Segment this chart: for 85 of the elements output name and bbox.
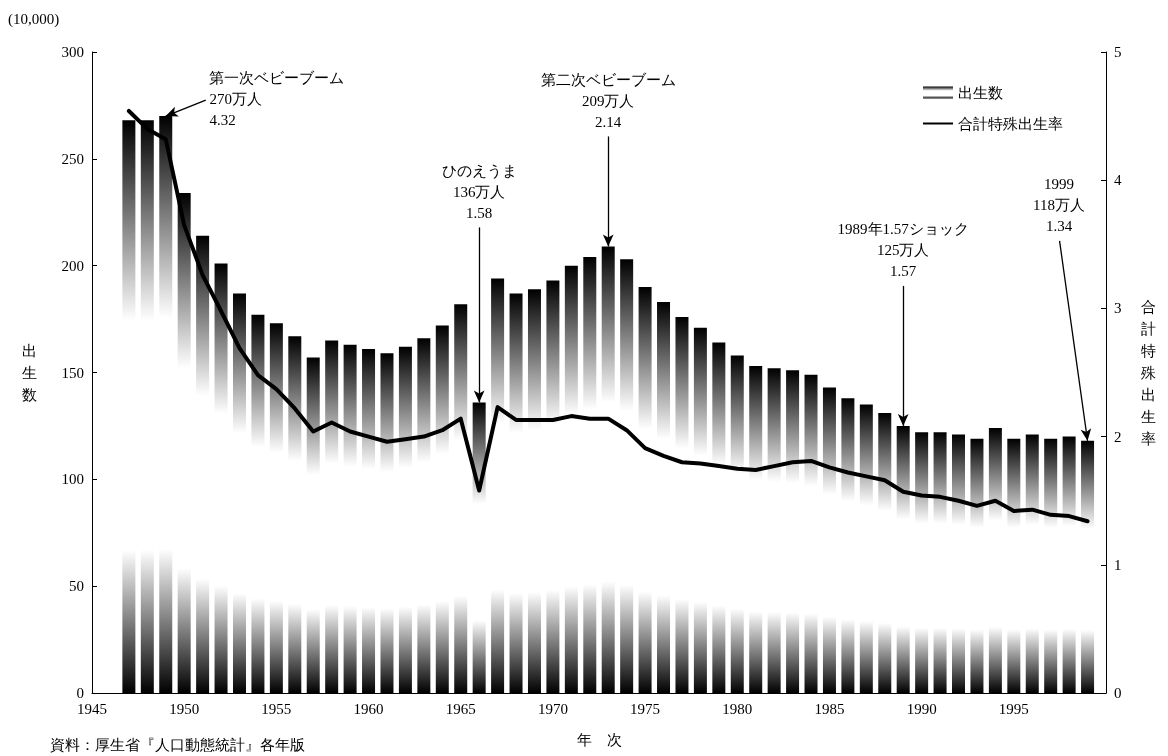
y-tick-label: 0 (76, 685, 84, 701)
bar (878, 413, 892, 693)
x-tick-label: 1995 (998, 700, 1029, 717)
x-tick-label: 1990 (906, 700, 937, 717)
bar (822, 387, 836, 693)
bar (122, 120, 136, 693)
bar (933, 432, 947, 693)
bar (306, 357, 320, 693)
bar (915, 432, 929, 693)
bar (859, 404, 873, 693)
bar (196, 235, 210, 693)
bar (675, 316, 689, 693)
annotation: 第一次ベビーブーム 270万人 4.32 (209, 69, 345, 128)
bar (251, 314, 265, 693)
bar (970, 438, 984, 693)
bar (491, 278, 505, 693)
bar (1007, 438, 1021, 693)
annotation: 第二次ベビーブーム 209万人 2.14 (540, 71, 676, 130)
bar (638, 287, 652, 693)
bar (509, 293, 523, 693)
y-tick-label: 150 (61, 364, 84, 381)
bar (325, 340, 339, 693)
x-tick-label: 1955 (261, 700, 292, 717)
bar (564, 265, 578, 693)
y2-tick-label: 5 (1114, 44, 1122, 60)
y-tick-label: 200 (61, 257, 84, 274)
bar (749, 366, 763, 693)
bar (712, 342, 726, 693)
annotation: ひのえうま 136万人 1.58 (441, 162, 517, 221)
x-tick-label: 1950 (169, 700, 200, 717)
x-tick-label: 1960 (353, 700, 384, 717)
bar (527, 289, 541, 693)
legend-label: 出生数 (958, 83, 1003, 102)
bar (380, 353, 394, 693)
bar (343, 344, 357, 693)
bar (269, 323, 283, 693)
bar (693, 327, 707, 693)
bar (730, 355, 744, 693)
bar (140, 120, 154, 693)
bar (804, 374, 818, 693)
bar (767, 368, 781, 693)
bar (657, 301, 671, 693)
x-tick-label: 1985 (814, 700, 845, 717)
y2-tick-label: 1 (1114, 556, 1122, 573)
bar (952, 434, 966, 693)
bar (988, 428, 1002, 693)
text: (10,000) (8, 10, 60, 28)
bar (288, 336, 302, 693)
bar (546, 280, 560, 693)
bar (398, 346, 412, 693)
x-tick-label: 1980 (722, 700, 753, 717)
bar (583, 257, 597, 693)
text: 資料：厚生省『人口動態統計』各年版 (50, 736, 305, 753)
x-tick-label: 1945 (77, 700, 107, 717)
y2-tick-label: 3 (1114, 300, 1122, 317)
y2-tick-label: 0 (1114, 685, 1122, 701)
bar (417, 338, 431, 693)
x-axis-title: 年 次 (576, 732, 622, 748)
y-tick-label: 250 (61, 150, 84, 167)
bar (454, 304, 468, 693)
bar (177, 193, 191, 693)
annotation: 1999 118万人 1.34 (1033, 176, 1085, 235)
y2-tick-label: 2 (1114, 428, 1122, 445)
bar (232, 293, 246, 693)
y2-tick-label: 4 (1114, 172, 1122, 189)
y-tick-label: 50 (69, 578, 84, 595)
line-series (126, 108, 1090, 524)
legend-label: 合計特殊出生率 (958, 114, 1063, 133)
bar (786, 370, 800, 693)
bar (620, 259, 634, 693)
x-tick-label: 1970 (537, 700, 568, 717)
bar (1062, 436, 1076, 693)
bar (435, 325, 449, 693)
y-axis-title: 出生数 (22, 342, 37, 403)
y2-axis-title: 合計特殊出生率 (1141, 298, 1156, 447)
y-tick-label: 300 (61, 44, 84, 60)
bar (214, 263, 228, 693)
bar (1044, 438, 1058, 693)
x-tick-label: 1975 (630, 700, 661, 717)
x-tick-label: 1965 (445, 700, 476, 717)
bar (362, 349, 376, 693)
y-tick-label: 100 (61, 471, 84, 488)
annotation: 1989年1.57ショック 125万人 1.57 (837, 221, 969, 280)
bar (841, 398, 855, 693)
bar (1025, 434, 1039, 693)
